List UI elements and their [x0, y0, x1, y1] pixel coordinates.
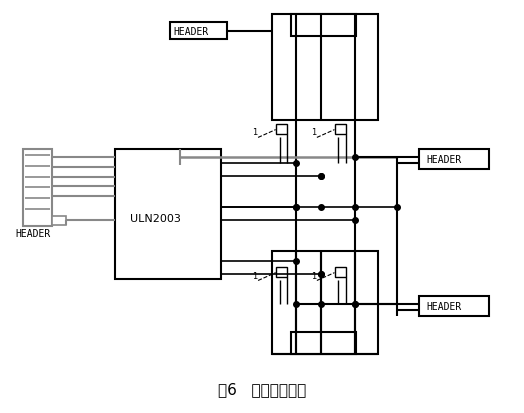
Text: ULN2003: ULN2003 — [130, 214, 181, 224]
Text: HEADER: HEADER — [427, 302, 462, 312]
Bar — [276, 124, 288, 133]
Text: 1: 1 — [311, 271, 316, 280]
Bar — [291, 332, 356, 354]
Bar — [419, 149, 489, 169]
Bar — [291, 14, 356, 36]
Bar — [170, 22, 227, 39]
Bar — [272, 251, 378, 354]
Text: 1: 1 — [311, 128, 316, 138]
Bar — [419, 296, 489, 316]
Bar — [115, 149, 221, 278]
Text: 1: 1 — [252, 271, 257, 280]
Bar — [276, 267, 288, 277]
Text: 图6   电机驱动电路: 图6 电机驱动电路 — [218, 382, 306, 397]
Bar — [272, 14, 378, 120]
Text: HEADER: HEADER — [174, 26, 209, 36]
Text: HEADER: HEADER — [427, 155, 462, 165]
Bar — [334, 124, 346, 133]
Bar — [23, 149, 52, 225]
Bar — [52, 216, 66, 225]
Text: HEADER: HEADER — [15, 229, 50, 240]
Text: 1: 1 — [252, 128, 257, 138]
Bar — [334, 267, 346, 277]
